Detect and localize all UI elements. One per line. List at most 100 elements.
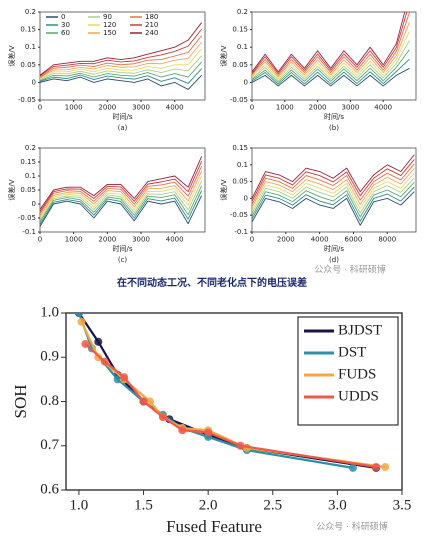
series-line bbox=[40, 22, 202, 76]
series-line bbox=[40, 61, 202, 82]
y-tick-label: 0.7 bbox=[40, 437, 59, 453]
series-line bbox=[252, 159, 415, 202]
y-tick-label: 0.2 bbox=[25, 8, 36, 16]
y-tick-label: 0.9 bbox=[40, 349, 59, 365]
marker bbox=[100, 357, 109, 366]
series-line bbox=[40, 190, 203, 225]
marker bbox=[158, 412, 167, 421]
x-tick-label: 2000 bbox=[309, 103, 327, 111]
series-line bbox=[40, 35, 202, 78]
series-line bbox=[40, 55, 202, 80]
series-line bbox=[40, 41, 202, 79]
series-line bbox=[252, 191, 415, 226]
y-tick-label: 0.05 bbox=[232, 178, 248, 186]
chart: 0 1000 2000 3000 4000-0.0500.050.10.150.2时间/… bbox=[219, 8, 417, 132]
x-tick-label: 1.0 bbox=[70, 498, 89, 514]
y-tick-label: 0.05 bbox=[20, 186, 36, 194]
x-tick-label: 4000 bbox=[166, 103, 184, 111]
x-tick-label: 1.5 bbox=[134, 498, 153, 514]
watermark: 公众号 · 科研硕博 bbox=[316, 521, 388, 533]
y-tick-label: -0.05 bbox=[230, 96, 248, 104]
series-line bbox=[252, 163, 415, 205]
marker bbox=[77, 317, 86, 326]
plot-frame bbox=[251, 11, 417, 101]
y-tick-label: 0.1 bbox=[25, 172, 36, 180]
legend-label: 60 bbox=[61, 29, 70, 37]
y-axis-label: 误差/V bbox=[219, 45, 228, 66]
series-line bbox=[252, 31, 410, 80]
series-line bbox=[252, 12, 408, 75]
series-line bbox=[252, 22, 410, 78]
marker bbox=[178, 426, 187, 435]
y-axis-label: SOH bbox=[11, 384, 30, 418]
y-tick-label: 0.05 bbox=[232, 61, 248, 69]
marker bbox=[74, 313, 83, 317]
x-tick-label: 3000 bbox=[132, 235, 150, 243]
x-tick-label: 6000 bbox=[345, 235, 363, 243]
legend-label: 90 bbox=[103, 13, 112, 21]
chart: 0 2000 4000 6000 8000 -0.1 -0.05 0 0.05 0.1 0.15 时间… bbox=[219, 144, 417, 264]
x-tick-label: 1000 bbox=[276, 103, 294, 111]
series-line bbox=[252, 49, 410, 83]
series-line bbox=[40, 166, 203, 215]
series-line bbox=[252, 67, 410, 87]
marker bbox=[372, 462, 381, 471]
series-line bbox=[252, 181, 415, 218]
x-axis-label: 时间/s bbox=[112, 244, 132, 253]
y-tick-label: 0.15 bbox=[232, 26, 248, 34]
x-tick-label: 2000 bbox=[277, 235, 295, 243]
series-line bbox=[40, 160, 203, 213]
y-tick-label: 0 bbox=[244, 194, 248, 202]
y-tick-label: -0.1 bbox=[22, 228, 36, 236]
legend-box bbox=[297, 316, 399, 426]
y-tick-label: 0.15 bbox=[20, 26, 36, 34]
legend-label: UDDS bbox=[338, 388, 379, 404]
x-tick-label: 3.0 bbox=[328, 498, 347, 514]
x-tick-label: 8000 bbox=[378, 235, 396, 243]
x-tick-label: 0 bbox=[38, 103, 42, 111]
x-tick-label: 0 bbox=[250, 235, 254, 243]
series-line bbox=[40, 68, 202, 84]
y-tick-label: 0.15 bbox=[232, 144, 248, 152]
x-tick-label: 0 bbox=[250, 103, 254, 111]
legend-label: 0 bbox=[61, 13, 65, 21]
caption: 在不同动态工况、不同老化点下的电压误差 bbox=[117, 276, 307, 289]
y-tick-label: 0.1 bbox=[237, 161, 248, 169]
marker bbox=[204, 428, 213, 437]
y-tick-label: 0 bbox=[32, 78, 36, 86]
y-tick-label: 0.1 bbox=[25, 43, 36, 51]
legend-label: 30 bbox=[61, 21, 70, 29]
subfigure-label: (b) bbox=[329, 124, 339, 132]
series-line bbox=[40, 170, 203, 217]
subfigure-label: (d) bbox=[329, 256, 339, 264]
y-axis-label: 误差/V bbox=[7, 45, 16, 66]
series-line bbox=[252, 12, 406, 73]
x-tick-label: 3.5 bbox=[393, 498, 412, 514]
legend-label: FUDS bbox=[338, 366, 376, 382]
y-tick-label: -0.05 bbox=[18, 96, 36, 104]
marker bbox=[348, 463, 357, 472]
subfigure-label: (a) bbox=[118, 124, 128, 132]
legend-label: 210 bbox=[145, 21, 158, 29]
plot-area bbox=[252, 154, 415, 226]
y-tick-label: -0.1 bbox=[234, 228, 248, 236]
y-tick-label: -0.05 bbox=[18, 214, 36, 222]
legend-label: 240 bbox=[145, 29, 158, 37]
y-tick-label: 0.2 bbox=[237, 8, 248, 16]
x-tick-label: 0 bbox=[38, 235, 42, 243]
series-line bbox=[40, 75, 202, 90]
plot-area bbox=[252, 12, 410, 87]
y-tick-label: 0.1 bbox=[237, 43, 248, 51]
series-line bbox=[252, 58, 410, 85]
x-tick-label: 2.5 bbox=[263, 498, 282, 514]
y-tick-label: 0.6 bbox=[40, 481, 59, 497]
x-axis-label: 时间/s bbox=[324, 112, 344, 121]
series-line bbox=[252, 172, 415, 211]
series-line bbox=[40, 48, 202, 80]
plot-area bbox=[74, 313, 390, 472]
plot-area bbox=[40, 22, 202, 90]
y-axis-label: 误差/V bbox=[219, 179, 228, 200]
x-axis-label: Fused Feature bbox=[166, 517, 262, 536]
